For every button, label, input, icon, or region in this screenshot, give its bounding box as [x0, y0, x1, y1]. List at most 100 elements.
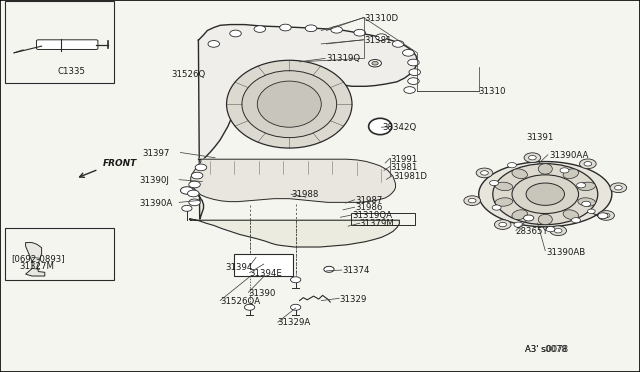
- Bar: [351, 213, 415, 225]
- Circle shape: [280, 24, 291, 31]
- Circle shape: [291, 304, 301, 310]
- Circle shape: [524, 215, 534, 221]
- Ellipse shape: [227, 60, 352, 148]
- Text: 31390AB: 31390AB: [547, 248, 586, 257]
- Circle shape: [493, 164, 598, 225]
- Circle shape: [560, 168, 569, 173]
- Circle shape: [492, 205, 501, 210]
- Circle shape: [508, 163, 516, 168]
- Text: 31329A: 31329A: [278, 318, 311, 327]
- Circle shape: [182, 205, 192, 211]
- Bar: [5, 228, 114, 280]
- Text: 38342Q: 38342Q: [383, 124, 417, 132]
- Circle shape: [230, 30, 241, 37]
- FancyBboxPatch shape: [36, 40, 98, 49]
- Text: 31319Q: 31319Q: [326, 54, 360, 63]
- Text: A3' s0078: A3' s0078: [525, 345, 568, 354]
- Circle shape: [512, 175, 579, 214]
- Circle shape: [464, 196, 481, 205]
- Circle shape: [577, 183, 586, 188]
- Circle shape: [529, 155, 536, 160]
- Circle shape: [376, 34, 387, 41]
- Circle shape: [481, 171, 488, 175]
- Polygon shape: [189, 219, 399, 247]
- Circle shape: [254, 26, 266, 32]
- Circle shape: [598, 211, 614, 220]
- Ellipse shape: [495, 198, 513, 206]
- Text: 31319QA: 31319QA: [352, 211, 392, 220]
- Circle shape: [189, 181, 200, 188]
- Circle shape: [582, 201, 591, 206]
- Text: 31390: 31390: [248, 289, 276, 298]
- Ellipse shape: [369, 118, 392, 135]
- Circle shape: [408, 78, 419, 84]
- Circle shape: [305, 25, 317, 32]
- Polygon shape: [26, 243, 45, 276]
- Circle shape: [408, 59, 419, 66]
- Text: 31310D: 31310D: [365, 14, 399, 23]
- Circle shape: [468, 198, 476, 203]
- Circle shape: [244, 304, 255, 310]
- Circle shape: [610, 183, 627, 193]
- Text: 31991: 31991: [390, 155, 418, 164]
- Circle shape: [409, 69, 420, 76]
- Circle shape: [546, 227, 555, 232]
- Circle shape: [572, 218, 580, 223]
- Text: 31379M: 31379M: [360, 219, 394, 228]
- Ellipse shape: [257, 81, 321, 127]
- Circle shape: [195, 164, 207, 171]
- Circle shape: [550, 226, 566, 235]
- Circle shape: [188, 190, 199, 197]
- Circle shape: [189, 199, 200, 206]
- Circle shape: [494, 220, 511, 230]
- Circle shape: [580, 159, 596, 169]
- Ellipse shape: [578, 198, 595, 206]
- Polygon shape: [191, 159, 396, 202]
- Ellipse shape: [563, 210, 579, 219]
- Text: 31397: 31397: [142, 149, 170, 158]
- Ellipse shape: [495, 182, 513, 190]
- Bar: [234, 254, 293, 276]
- Text: 31987: 31987: [355, 196, 383, 205]
- Text: 31374: 31374: [342, 266, 370, 275]
- Ellipse shape: [563, 169, 579, 179]
- Bar: [5, 1, 114, 83]
- Circle shape: [403, 49, 414, 56]
- Circle shape: [372, 61, 378, 65]
- Circle shape: [584, 161, 592, 166]
- Circle shape: [554, 228, 562, 233]
- Circle shape: [614, 186, 622, 190]
- Text: 31329: 31329: [339, 295, 367, 304]
- Text: 31390A: 31390A: [140, 199, 173, 208]
- Text: 31327M: 31327M: [19, 262, 54, 271]
- Circle shape: [499, 222, 506, 227]
- Text: 31394: 31394: [225, 263, 253, 272]
- Circle shape: [524, 153, 541, 163]
- Text: 31988: 31988: [291, 190, 319, 199]
- Text: 31390AA: 31390AA: [549, 151, 589, 160]
- Circle shape: [404, 87, 415, 93]
- Circle shape: [291, 277, 301, 283]
- Ellipse shape: [242, 71, 337, 138]
- Ellipse shape: [538, 214, 552, 225]
- Ellipse shape: [538, 164, 552, 174]
- Circle shape: [392, 41, 404, 47]
- Circle shape: [354, 29, 365, 36]
- Text: 31381: 31381: [365, 36, 392, 45]
- Polygon shape: [191, 25, 417, 219]
- Circle shape: [526, 183, 564, 205]
- Text: 31986: 31986: [355, 203, 383, 212]
- Text: FRONT: FRONT: [102, 159, 137, 168]
- Circle shape: [514, 222, 523, 227]
- Text: C1335: C1335: [58, 67, 86, 76]
- Text: 31981D: 31981D: [393, 172, 427, 181]
- Ellipse shape: [578, 182, 595, 190]
- Text: 31390J: 31390J: [140, 176, 170, 185]
- Circle shape: [588, 209, 595, 214]
- Ellipse shape: [512, 210, 527, 219]
- Text: 31526Q: 31526Q: [172, 70, 206, 79]
- Text: 31526QA: 31526QA: [220, 297, 260, 306]
- Text: [0692-0893]: [0692-0893]: [12, 254, 65, 263]
- Circle shape: [191, 172, 203, 179]
- Circle shape: [180, 187, 193, 194]
